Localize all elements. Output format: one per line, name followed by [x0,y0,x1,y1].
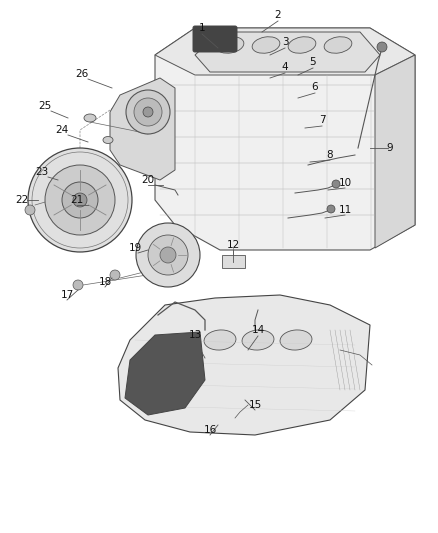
Ellipse shape [252,37,280,53]
Polygon shape [155,28,415,75]
Text: 7: 7 [319,115,325,125]
Circle shape [28,148,132,252]
Text: 15: 15 [248,400,261,410]
Text: 20: 20 [141,175,155,185]
Text: 8: 8 [327,150,333,160]
Text: 16: 16 [203,425,217,435]
Text: 9: 9 [387,143,393,153]
Text: 10: 10 [339,178,352,188]
Text: 11: 11 [339,205,352,215]
Text: 24: 24 [55,125,69,135]
Circle shape [25,205,35,215]
Circle shape [134,98,162,126]
Text: 6: 6 [312,82,318,92]
Ellipse shape [103,136,113,143]
Text: 25: 25 [39,101,52,111]
Circle shape [332,180,340,188]
Circle shape [73,280,83,290]
Polygon shape [125,332,205,415]
Text: 26: 26 [75,69,88,79]
Circle shape [160,247,176,263]
Ellipse shape [204,330,236,350]
Circle shape [45,165,115,235]
Text: 21: 21 [71,195,84,205]
Text: 19: 19 [128,243,141,253]
Text: 3: 3 [282,37,288,47]
Polygon shape [375,55,415,248]
Ellipse shape [324,37,352,53]
Text: 14: 14 [251,325,265,335]
Text: 2: 2 [275,10,281,20]
Text: 18: 18 [99,277,112,287]
Circle shape [136,223,200,287]
Circle shape [327,205,335,213]
Circle shape [73,193,87,207]
Text: 13: 13 [188,330,201,340]
Polygon shape [195,32,380,72]
Text: 12: 12 [226,240,240,250]
Circle shape [126,90,170,134]
Ellipse shape [216,37,244,53]
Ellipse shape [288,37,316,53]
Circle shape [377,42,387,52]
Circle shape [110,270,120,280]
Polygon shape [118,295,370,435]
Ellipse shape [84,114,96,122]
Circle shape [148,235,188,275]
Text: 4: 4 [282,62,288,72]
FancyBboxPatch shape [193,26,237,52]
Circle shape [62,182,98,218]
Text: 23: 23 [35,167,49,177]
Polygon shape [222,255,245,268]
Text: 5: 5 [310,57,316,67]
Polygon shape [155,28,415,250]
Text: 1: 1 [199,23,205,33]
Circle shape [143,107,153,117]
Text: 22: 22 [15,195,28,205]
Ellipse shape [242,330,274,350]
Ellipse shape [280,330,312,350]
Polygon shape [110,78,175,180]
Text: 17: 17 [60,290,74,300]
